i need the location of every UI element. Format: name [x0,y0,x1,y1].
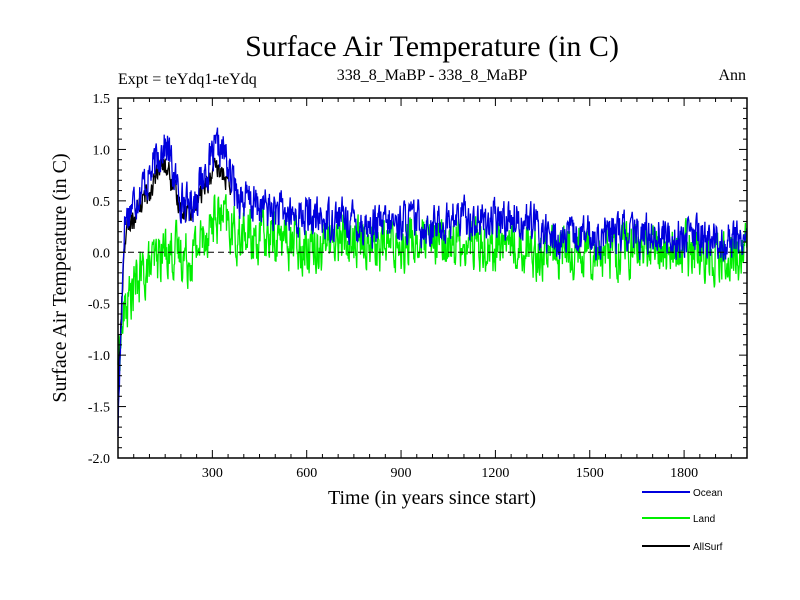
x-axis-label: Time (in years since start) [328,487,536,509]
plot-frame [117,97,748,459]
legend-label-ocean: Ocean [693,488,722,499]
y-tick-label: -1.5 [88,401,110,416]
series-line-land [117,194,748,372]
y-tick-label: 1.0 [93,143,111,158]
legend: Ocean Land AllSurf [642,488,723,553]
x-tick-label: 900 [391,466,412,481]
y-tick-label: 0.0 [93,246,111,261]
center-caption: 338_8_MaBP - 338_8_MaBP [337,67,528,84]
ticks-layer: 300 600 900 1200 1500 1800 -2.0 -1.5 -1.0 -0.5 0.0… [88,92,747,481]
y-tick-label: 0.5 [93,195,111,210]
series-line-ocean [117,127,748,437]
legend-label-land: Land [693,514,715,525]
x-tick-label: 1200 [481,466,509,481]
y-tick-label: -1.0 [88,349,110,364]
y-tick-label: 1.5 [93,92,111,107]
x-tick-label: 1800 [670,466,698,481]
chart-title: Surface Air Temperature (in C) [245,30,619,63]
legend-label-allsurf: AllSurf [693,542,723,553]
experiment-caption: Expt = teYdq1-teYdq [118,71,257,88]
y-axis-label: Surface Air Temperature (in C) [49,153,71,402]
x-tick-label: 300 [202,466,223,481]
y-tick-label: -2.0 [88,452,110,467]
series-layer [117,127,748,437]
x-tick-label: 600 [296,466,317,481]
y-tick-label: -0.5 [88,298,110,313]
season-caption: Ann [718,67,746,84]
x-tick-label: 1500 [576,466,604,481]
